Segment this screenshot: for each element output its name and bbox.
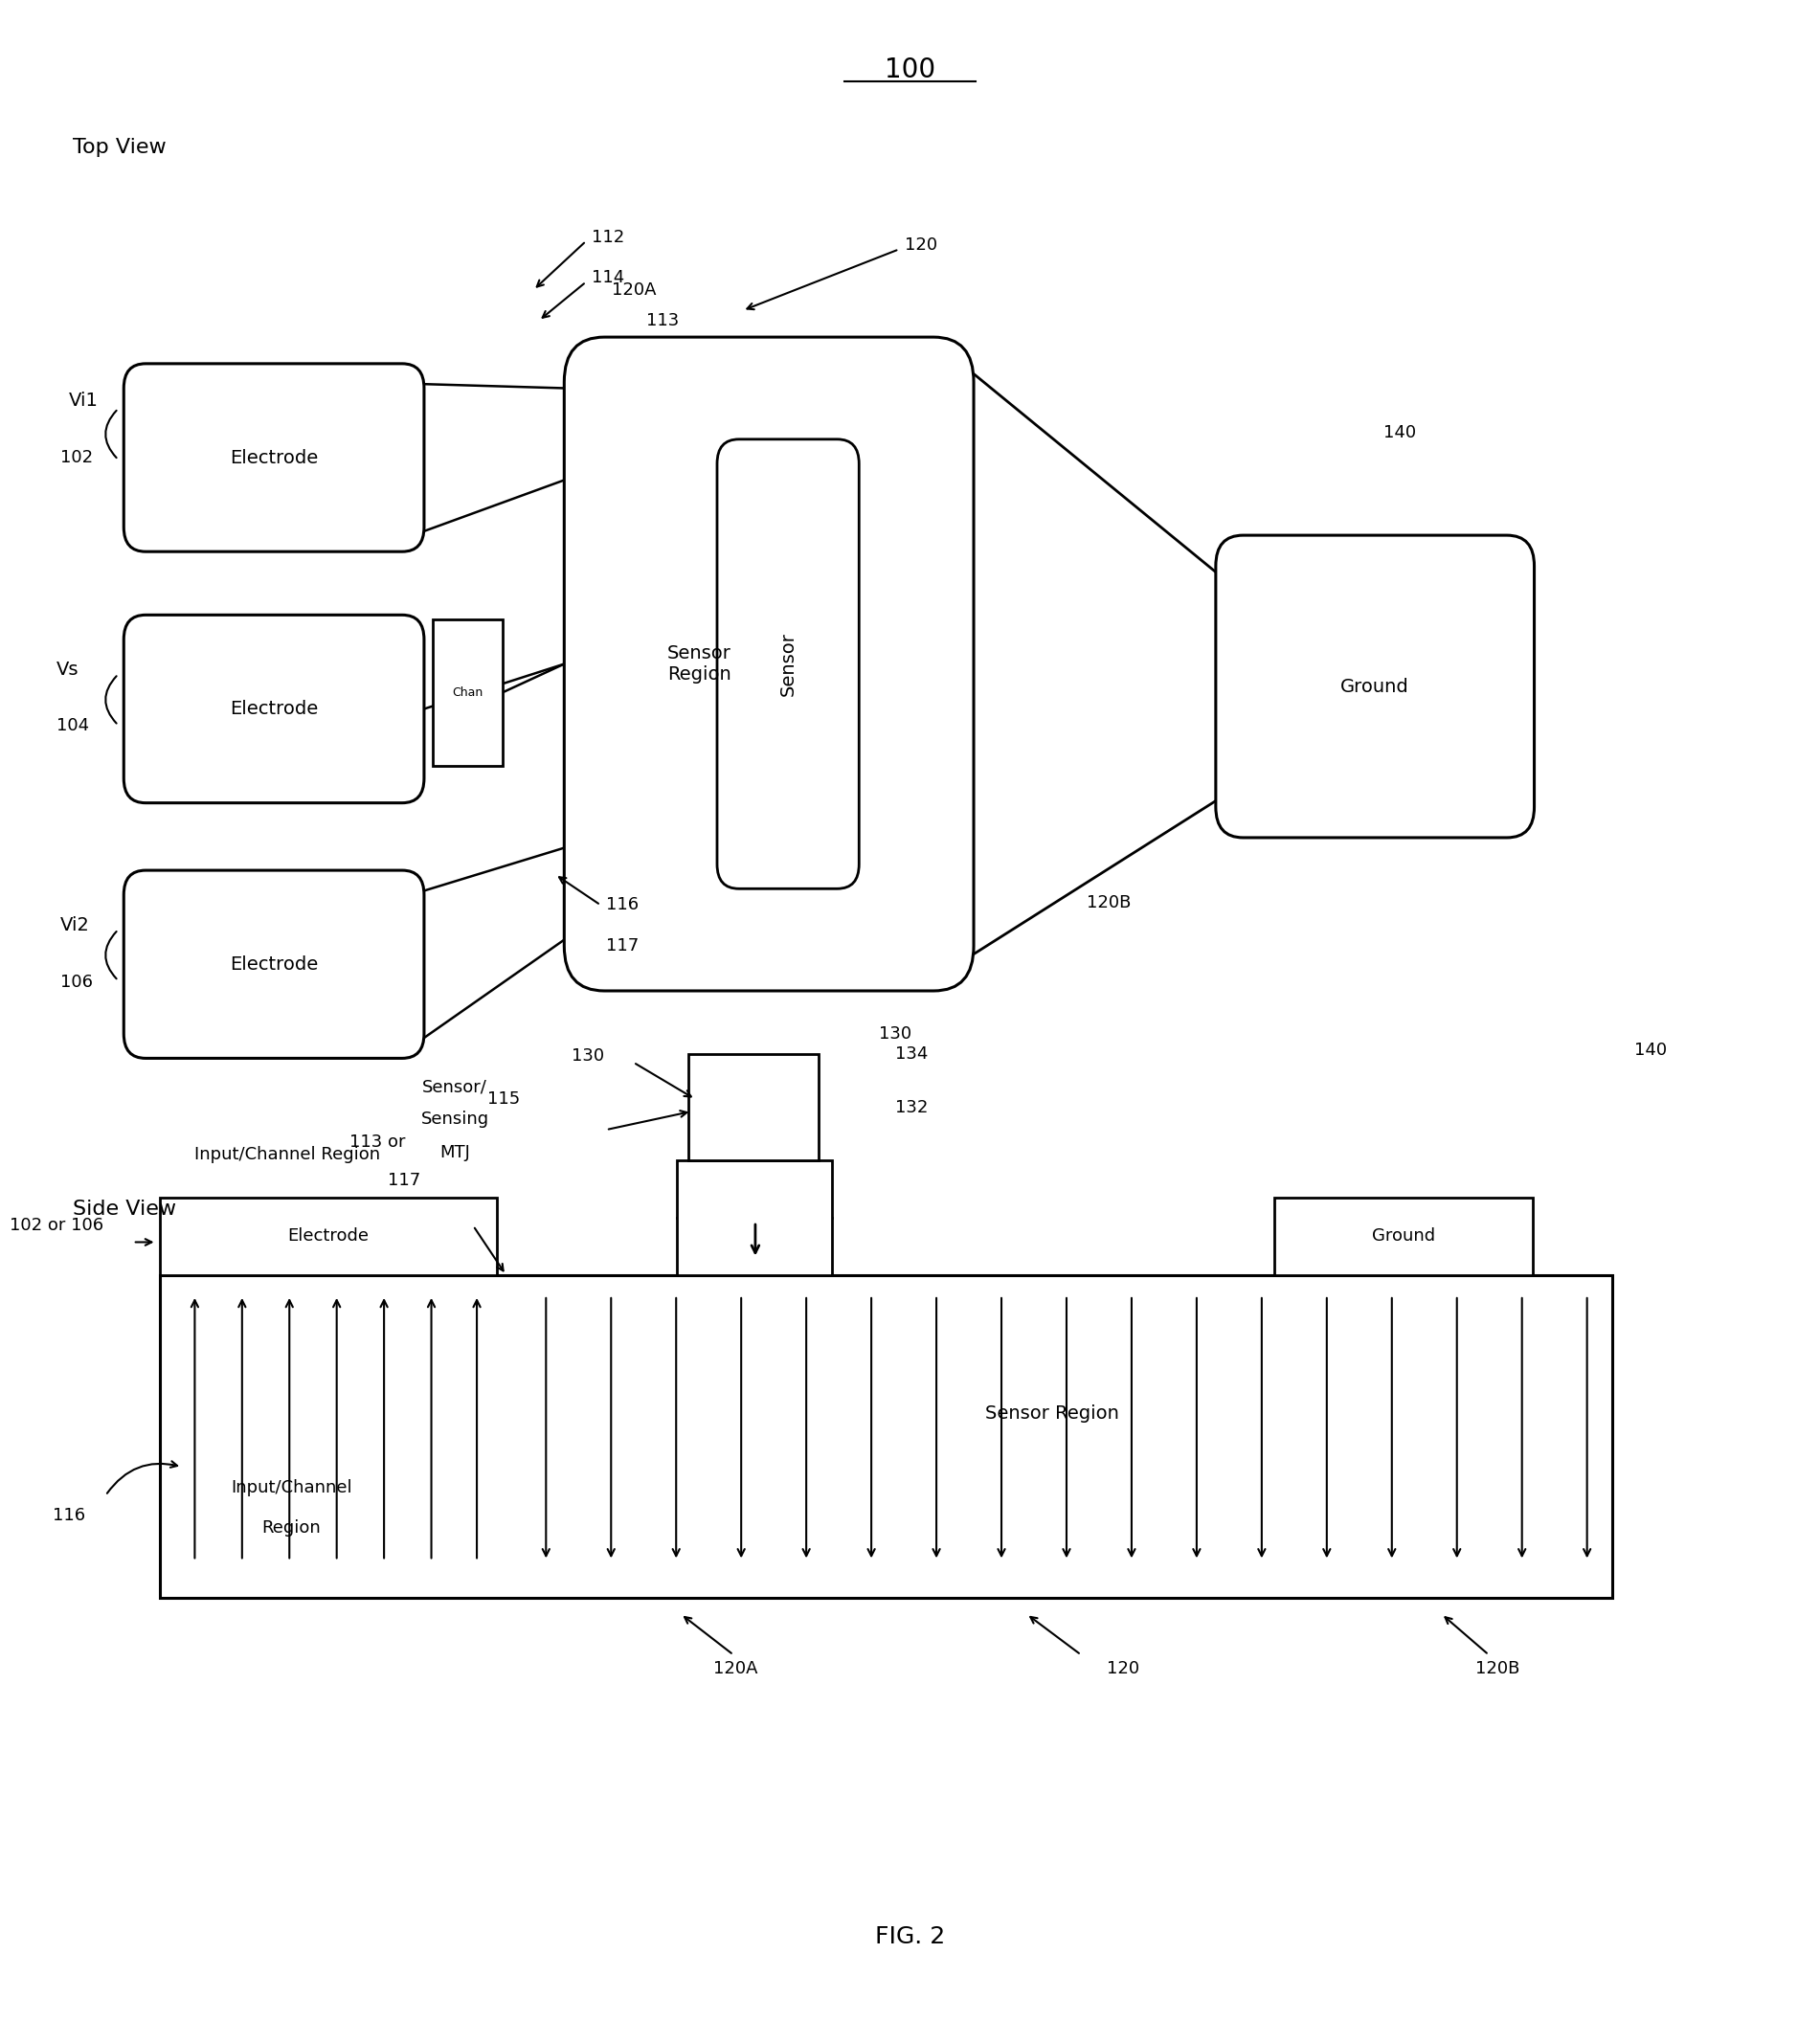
FancyBboxPatch shape — [717, 439, 859, 889]
Text: 120A: 120A — [612, 282, 655, 298]
Text: 115: 115 — [488, 1091, 521, 1107]
FancyBboxPatch shape — [124, 870, 424, 1058]
FancyBboxPatch shape — [124, 364, 424, 552]
Text: 132: 132 — [895, 1099, 928, 1115]
Text: Sensor Region: Sensor Region — [985, 1406, 1119, 1422]
Text: 113 or: 113 or — [349, 1134, 406, 1150]
Text: 140: 140 — [1383, 425, 1416, 441]
Bar — [1274, 1197, 1532, 1275]
Bar — [160, 1275, 1613, 1598]
Text: 130: 130 — [571, 1048, 604, 1064]
Text: 114: 114 — [592, 270, 624, 286]
Text: Sensor
Region: Sensor Region — [668, 644, 732, 684]
Text: 130: 130 — [879, 1026, 912, 1042]
Text: 117: 117 — [606, 938, 639, 954]
Text: Side View: Side View — [73, 1199, 177, 1220]
Text: Sensing: Sensing — [420, 1111, 490, 1128]
Text: 113: 113 — [646, 313, 679, 329]
Text: Ground: Ground — [1372, 1228, 1434, 1244]
Text: Electrode: Electrode — [229, 701, 318, 717]
Text: Chan: Chan — [453, 686, 482, 699]
Text: 102: 102 — [60, 449, 93, 466]
Text: Ground: Ground — [1341, 678, 1409, 695]
Text: 120B: 120B — [1476, 1661, 1520, 1677]
FancyBboxPatch shape — [564, 337, 974, 991]
FancyBboxPatch shape — [124, 615, 424, 803]
Text: Sensor/: Sensor/ — [422, 1079, 488, 1095]
Text: FIG. 2: FIG. 2 — [875, 1925, 945, 1949]
FancyBboxPatch shape — [1216, 535, 1534, 838]
Text: 100: 100 — [885, 55, 935, 84]
Text: 140: 140 — [1634, 1042, 1667, 1058]
Text: 116: 116 — [53, 1508, 86, 1524]
Text: Input/Channel: Input/Channel — [231, 1479, 351, 1495]
Text: 120A: 120A — [713, 1661, 757, 1677]
Text: Region: Region — [262, 1520, 320, 1536]
Text: 134: 134 — [895, 1046, 928, 1062]
Text: 120B: 120B — [1087, 895, 1130, 911]
Text: Sensor: Sensor — [779, 631, 797, 697]
Text: 106: 106 — [60, 975, 93, 991]
Bar — [688, 1054, 819, 1160]
Text: Vs: Vs — [56, 662, 78, 678]
Text: Input/Channel Region: Input/Channel Region — [195, 1146, 380, 1162]
Text: Vi1: Vi1 — [69, 392, 98, 409]
Text: 117: 117 — [388, 1173, 420, 1189]
Text: Electrode: Electrode — [229, 956, 318, 972]
Text: Electrode: Electrode — [288, 1228, 369, 1244]
Text: 104: 104 — [56, 717, 89, 733]
Text: Vi2: Vi2 — [60, 917, 89, 934]
Text: Electrode: Electrode — [229, 449, 318, 466]
Bar — [160, 1197, 497, 1275]
Text: 102 or 106: 102 or 106 — [9, 1218, 104, 1234]
Text: MTJ: MTJ — [440, 1144, 470, 1160]
Text: Top View: Top View — [73, 137, 166, 157]
Text: 120: 120 — [1107, 1661, 1139, 1677]
Text: 120: 120 — [905, 237, 937, 253]
Text: 116: 116 — [606, 897, 639, 913]
Bar — [677, 1160, 832, 1275]
Text: 112: 112 — [592, 229, 624, 245]
Bar — [433, 619, 502, 766]
